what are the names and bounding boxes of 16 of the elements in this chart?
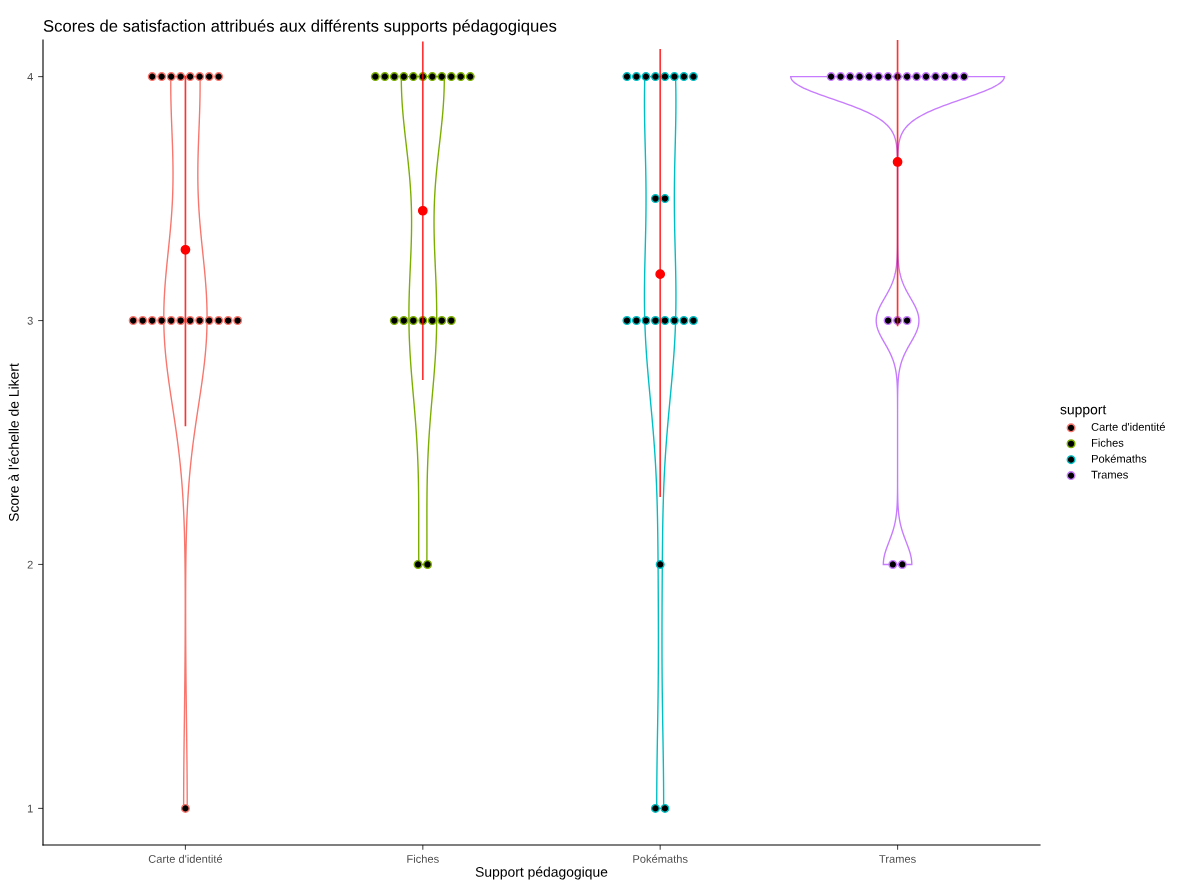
y-tick-label: 1 [27, 804, 33, 813]
x-tick-label: Pokémaths [633, 854, 688, 863]
legend-title: support [1060, 405, 1107, 418]
legend-label: Carte d'identité [1091, 422, 1165, 431]
legend-label: Pokémaths [1091, 454, 1147, 463]
x-tick-label: Fiches [407, 854, 439, 863]
y-tick-label: 4 [27, 72, 33, 81]
legend-label: Trames [1091, 470, 1128, 479]
x-tick-label: Trames [879, 855, 916, 863]
y-tick-label: 3 [27, 316, 33, 325]
x-tick-label: Carte d'identité [148, 854, 223, 863]
legend-label: Fiches [1091, 438, 1124, 447]
y-axis-title: Score à l'échelle de Likert [8, 363, 19, 522]
y-tick-label: 2 [27, 560, 33, 569]
chart-title: Scores de satisfaction attribués aux différents supports pédagogiques [43, 19, 557, 36]
x-axis-title: Support pédagogique [475, 866, 608, 880]
